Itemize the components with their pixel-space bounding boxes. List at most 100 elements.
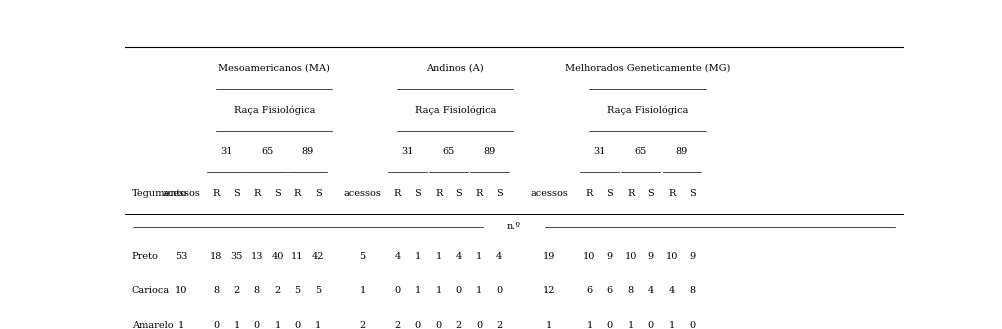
Text: 5: 5 (294, 287, 300, 295)
Text: 5: 5 (359, 252, 365, 261)
Text: S: S (688, 189, 694, 198)
Text: 1: 1 (414, 252, 421, 261)
Text: 4: 4 (455, 252, 462, 261)
Text: 1: 1 (476, 252, 482, 261)
Text: 8: 8 (688, 287, 694, 295)
Text: 0: 0 (254, 320, 260, 329)
Text: 35: 35 (230, 252, 242, 261)
Text: 31: 31 (401, 147, 414, 156)
Text: 8: 8 (627, 287, 633, 295)
Text: Raça Fisiológica: Raça Fisiológica (233, 105, 315, 114)
Text: 0: 0 (688, 320, 694, 329)
Text: S: S (647, 189, 653, 198)
Text: 9: 9 (606, 252, 612, 261)
Text: 2: 2 (496, 320, 502, 329)
Text: S: S (605, 189, 612, 198)
Text: R: R (253, 189, 261, 198)
Text: 0: 0 (394, 287, 400, 295)
Text: S: S (275, 189, 281, 198)
Text: S: S (315, 189, 322, 198)
Text: 1: 1 (178, 320, 184, 329)
Text: 0: 0 (647, 320, 653, 329)
Text: 0: 0 (496, 287, 502, 295)
Text: R: R (667, 189, 675, 198)
Text: 65: 65 (261, 147, 274, 156)
Text: 1: 1 (435, 252, 441, 261)
Text: 10: 10 (175, 287, 187, 295)
Text: 18: 18 (210, 252, 222, 261)
Text: 2: 2 (359, 320, 365, 329)
Text: 8: 8 (254, 287, 260, 295)
Text: 31: 31 (220, 147, 232, 156)
Text: Preto: Preto (131, 252, 158, 261)
Text: Raça Fisiológica: Raça Fisiológica (414, 105, 496, 114)
Text: Andinos (A): Andinos (A) (426, 63, 484, 72)
Text: 2: 2 (233, 287, 239, 295)
Text: 89: 89 (483, 147, 495, 156)
Text: 1: 1 (476, 287, 482, 295)
Text: 31: 31 (593, 147, 605, 156)
Text: 0: 0 (606, 320, 612, 329)
Text: 8: 8 (213, 287, 219, 295)
Text: 0: 0 (455, 287, 462, 295)
Text: 89: 89 (302, 147, 314, 156)
Text: 42: 42 (312, 252, 324, 261)
Text: Mesoamericanos (MA): Mesoamericanos (MA) (218, 63, 330, 72)
Text: 1: 1 (668, 320, 674, 329)
Text: 0: 0 (476, 320, 482, 329)
Text: 1: 1 (627, 320, 633, 329)
Text: R: R (394, 189, 401, 198)
Text: 9: 9 (688, 252, 694, 261)
Text: 1: 1 (275, 320, 281, 329)
Text: R: R (475, 189, 482, 198)
Text: 13: 13 (250, 252, 263, 261)
Text: 1: 1 (435, 287, 441, 295)
Text: 0: 0 (213, 320, 219, 329)
Text: 0: 0 (435, 320, 441, 329)
Text: 1: 1 (359, 287, 365, 295)
Text: 2: 2 (455, 320, 462, 329)
Text: 10: 10 (665, 252, 677, 261)
Text: Melhorados Geneticamente (MG): Melhorados Geneticamente (MG) (564, 63, 729, 72)
Text: 6: 6 (586, 287, 592, 295)
Text: 0: 0 (294, 320, 300, 329)
Text: 1: 1 (315, 320, 321, 329)
Text: n.º: n.º (506, 222, 521, 231)
Text: 1: 1 (414, 287, 421, 295)
Text: R: R (212, 189, 219, 198)
Text: 10: 10 (583, 252, 595, 261)
Text: 11: 11 (291, 252, 304, 261)
Text: Raça Fisiológica: Raça Fisiológica (606, 105, 687, 114)
Text: R: R (435, 189, 442, 198)
Text: 4: 4 (668, 287, 674, 295)
Text: acessos: acessos (162, 189, 200, 198)
Text: 65: 65 (442, 147, 455, 156)
Text: R: R (585, 189, 592, 198)
Text: 0: 0 (414, 320, 420, 329)
Text: 12: 12 (542, 287, 555, 295)
Text: 1: 1 (233, 320, 239, 329)
Text: 1: 1 (545, 320, 551, 329)
Text: S: S (232, 189, 239, 198)
Text: S: S (495, 189, 502, 198)
Text: S: S (414, 189, 421, 198)
Text: 53: 53 (175, 252, 187, 261)
Text: 5: 5 (315, 287, 321, 295)
Text: 65: 65 (634, 147, 646, 156)
Text: 4: 4 (496, 252, 502, 261)
Text: 89: 89 (675, 147, 687, 156)
Text: acessos: acessos (529, 189, 567, 198)
Text: 10: 10 (624, 252, 636, 261)
Text: 2: 2 (394, 320, 400, 329)
Text: 9: 9 (647, 252, 653, 261)
Text: acessos: acessos (343, 189, 381, 198)
Text: Amarelo: Amarelo (131, 320, 173, 329)
Text: R: R (294, 189, 301, 198)
Text: 40: 40 (272, 252, 284, 261)
Text: 1: 1 (586, 320, 592, 329)
Text: S: S (455, 189, 462, 198)
Text: 2: 2 (275, 287, 281, 295)
Text: 19: 19 (542, 252, 555, 261)
Text: 6: 6 (606, 287, 612, 295)
Text: 4: 4 (394, 252, 400, 261)
